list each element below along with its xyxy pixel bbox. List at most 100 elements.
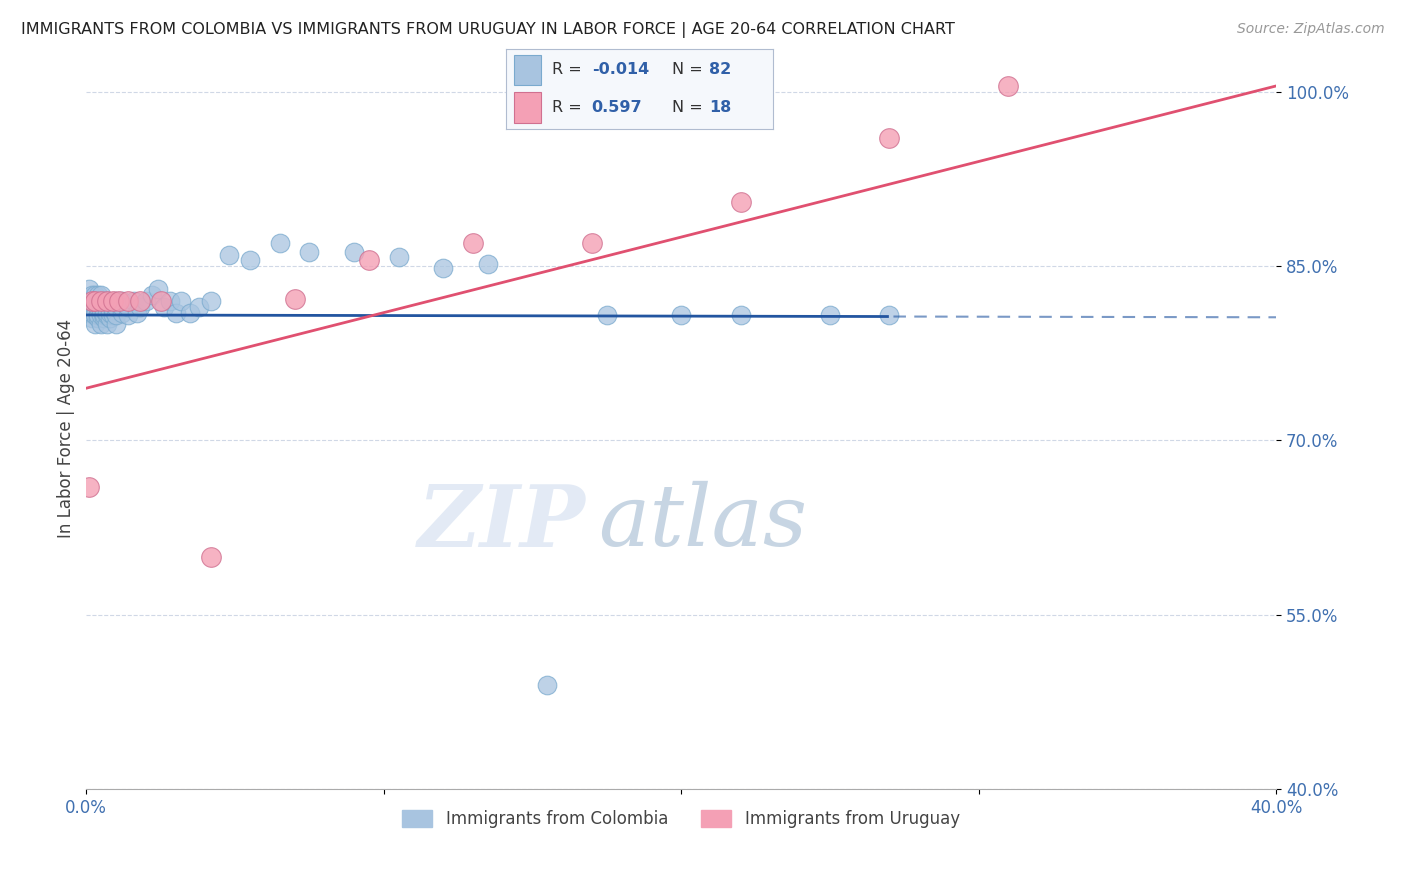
Point	[93, 305, 115, 319]
Point	[111, 305, 134, 319]
Point	[87, 303, 110, 318]
Point	[90, 308, 112, 322]
Point	[879, 131, 901, 145]
Point	[96, 318, 118, 332]
Point	[84, 293, 107, 308]
Point	[87, 311, 110, 326]
Point	[82, 305, 104, 319]
Text: -0.014: -0.014	[592, 62, 650, 78]
Point	[87, 288, 110, 302]
Point	[477, 257, 499, 271]
Point	[82, 293, 104, 308]
Point	[165, 305, 187, 319]
Point	[90, 318, 112, 332]
Point	[90, 300, 112, 314]
Text: Source: ZipAtlas.com: Source: ZipAtlas.com	[1237, 22, 1385, 37]
Point	[101, 308, 124, 322]
Text: R =: R =	[551, 62, 581, 78]
Point	[188, 300, 211, 314]
Bar	[515, 93, 541, 123]
Point	[90, 293, 112, 308]
Point	[200, 549, 222, 564]
Point	[125, 305, 148, 319]
Point	[128, 293, 150, 308]
Legend: Immigrants from Colombia, Immigrants from Uruguay: Immigrants from Colombia, Immigrants fro…	[395, 804, 966, 835]
Point	[84, 288, 107, 302]
Point	[82, 288, 104, 302]
Point	[122, 293, 145, 308]
Point	[105, 293, 128, 308]
Point	[77, 480, 100, 494]
Text: 82: 82	[709, 62, 731, 78]
Text: N =: N =	[672, 62, 703, 78]
Point	[879, 308, 901, 322]
Point	[997, 78, 1019, 93]
Text: IMMIGRANTS FROM COLOMBIA VS IMMIGRANTS FROM URUGUAY IN LABOR FORCE | AGE 20-64 C: IMMIGRANTS FROM COLOMBIA VS IMMIGRANTS F…	[21, 22, 955, 38]
Text: 18: 18	[709, 100, 731, 115]
Point	[96, 300, 118, 314]
Point	[581, 235, 603, 250]
Point	[730, 195, 752, 210]
Point	[77, 282, 100, 296]
Y-axis label: In Labor Force | Age 20-64: In Labor Force | Age 20-64	[58, 319, 75, 539]
Point	[96, 308, 118, 322]
Point	[170, 293, 193, 308]
Text: atlas: atlas	[598, 481, 807, 564]
Point	[117, 308, 139, 322]
Point	[108, 293, 131, 308]
Point	[159, 293, 181, 308]
Point	[117, 293, 139, 308]
Point	[90, 303, 112, 318]
Text: 0.597: 0.597	[592, 100, 643, 115]
Point	[93, 308, 115, 322]
Point	[149, 293, 172, 308]
Point	[98, 303, 121, 318]
Point	[84, 308, 107, 322]
Text: ZIP: ZIP	[418, 481, 586, 565]
Point	[77, 305, 100, 319]
Point	[152, 300, 174, 314]
Point	[536, 677, 558, 691]
Point	[105, 300, 128, 314]
Point	[111, 293, 134, 308]
Point	[77, 293, 100, 308]
Point	[141, 288, 163, 302]
Point	[93, 303, 115, 318]
Point	[98, 296, 121, 310]
Point	[239, 253, 262, 268]
Point	[90, 293, 112, 308]
Point	[128, 300, 150, 314]
Point	[269, 235, 291, 250]
Point	[87, 308, 110, 322]
Point	[101, 303, 124, 318]
Point	[93, 311, 115, 326]
Point	[96, 293, 118, 308]
Point	[98, 305, 121, 319]
Point	[82, 300, 104, 314]
Point	[90, 296, 112, 310]
Point	[298, 245, 321, 260]
Point	[84, 305, 107, 319]
Point	[135, 293, 157, 308]
Point	[82, 293, 104, 308]
Point	[87, 300, 110, 314]
Point	[111, 300, 134, 314]
Text: N =: N =	[672, 100, 703, 115]
Point	[818, 308, 841, 322]
Point	[93, 300, 115, 314]
Point	[96, 293, 118, 308]
Point	[90, 288, 112, 302]
Point	[84, 318, 107, 332]
Text: R =: R =	[551, 100, 581, 115]
Point	[105, 308, 128, 322]
Point	[283, 292, 305, 306]
Point	[98, 311, 121, 326]
Point	[101, 300, 124, 314]
Point	[596, 308, 619, 322]
Point	[432, 261, 454, 276]
Point	[117, 300, 139, 314]
Point	[93, 293, 115, 308]
Point	[669, 308, 692, 322]
Point	[179, 305, 201, 319]
Point	[146, 282, 169, 296]
